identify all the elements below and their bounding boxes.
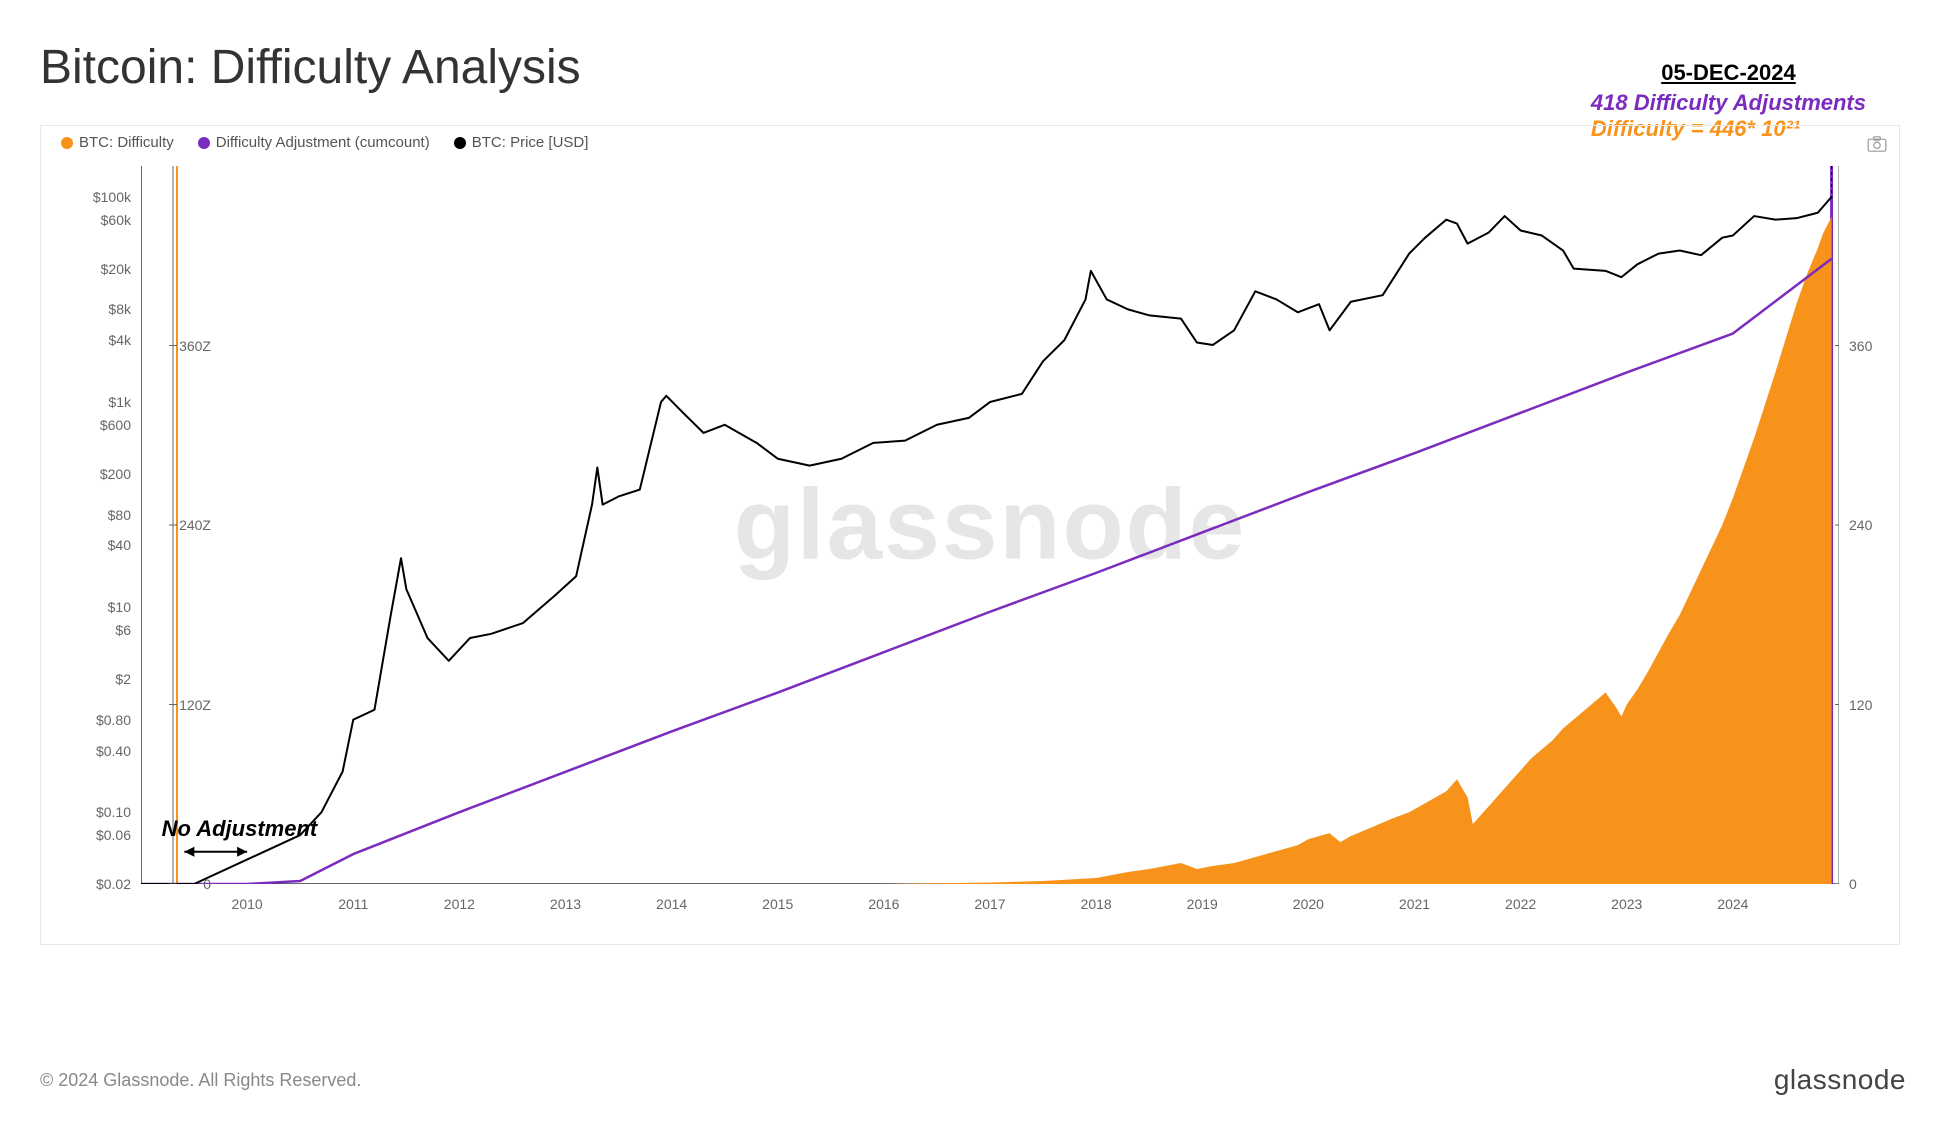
y-left-price-tick: $0.10	[96, 804, 131, 820]
plot-area[interactable]: glassnode 201020112012201320142015201620…	[141, 166, 1839, 884]
y-left-price-tick: $0.80	[96, 712, 131, 728]
x-tick-label: 2024	[1717, 896, 1748, 912]
y-left-price-tick: $40	[108, 537, 131, 553]
y-left-price-tick: $6	[115, 622, 131, 638]
chart-container: BTC: Difficulty Difficulty Adjustment (c…	[40, 125, 1900, 945]
y-left-price-tick: $80	[108, 507, 131, 523]
y-left-price-tick: $8k	[108, 301, 131, 317]
x-tick-label: 2018	[1081, 896, 1112, 912]
y-right-cumcount-tick: 0	[1849, 876, 1857, 892]
y-left-price-tick: $100k	[93, 189, 131, 205]
legend-item-cumcount[interactable]: Difficulty Adjustment (cumcount)	[198, 134, 430, 151]
legend-label: BTC: Difficulty	[79, 134, 174, 151]
legend-swatch-price	[454, 137, 466, 149]
x-tick-label: 2014	[656, 896, 687, 912]
y-left-price-tick: $60k	[101, 212, 131, 228]
legend-label: Difficulty Adjustment (cumcount)	[216, 134, 430, 151]
y-left-price-tick: $2	[115, 671, 131, 687]
legend-item-difficulty[interactable]: BTC: Difficulty	[61, 134, 174, 151]
x-tick-label: 2015	[762, 896, 793, 912]
x-tick-label: 2022	[1505, 896, 1536, 912]
x-tick-label: 2023	[1611, 896, 1642, 912]
brand-logo-text: glassnode	[1774, 1064, 1906, 1096]
y-left-price-tick: $1k	[108, 394, 131, 410]
y-left-price-tick: $10	[108, 599, 131, 615]
page-footer: © 2024 Glassnode. All Rights Reserved. g…	[40, 1064, 1906, 1096]
x-tick-label: 2012	[444, 896, 475, 912]
x-tick-label: 2017	[974, 896, 1005, 912]
y-right-cumcount-tick: 240	[1849, 517, 1872, 533]
page-root: Bitcoin: Difficulty Analysis 05-DEC-2024…	[0, 0, 1946, 1126]
legend-swatch-cumcount	[198, 137, 210, 149]
legend-swatch-difficulty	[61, 137, 73, 149]
no-adjustment-label: No Adjustment	[162, 816, 318, 842]
y-left-difficulty-tick: 240Z	[179, 517, 211, 533]
annotation-adjustments: 418 Difficulty Adjustments	[1591, 90, 1866, 116]
y-left-price-tick: $600	[100, 417, 131, 433]
y-left-difficulty-tick: 360Z	[179, 338, 211, 354]
chart-legend: BTC: Difficulty Difficulty Adjustment (c…	[61, 134, 588, 151]
y-right-cumcount-tick: 120	[1849, 697, 1872, 713]
y-left-price-tick: $200	[100, 466, 131, 482]
x-tick-label: 2016	[868, 896, 899, 912]
annotation-date: 05-DEC-2024	[1591, 60, 1866, 86]
legend-label: BTC: Price [USD]	[472, 134, 589, 151]
legend-item-price[interactable]: BTC: Price [USD]	[454, 134, 589, 151]
y-left-difficulty-tick: 120Z	[179, 697, 211, 713]
x-tick-label: 2020	[1293, 896, 1324, 912]
y-left-price-tick: $0.06	[96, 827, 131, 843]
y-left-price-tick: $0.02	[96, 876, 131, 892]
y-left-price-tick: $20k	[101, 261, 131, 277]
y-left-price-tick: $0.40	[96, 743, 131, 759]
y-left-difficulty-tick: 0	[203, 876, 211, 892]
x-tick-label: 2013	[550, 896, 581, 912]
y-right-cumcount-tick: 360	[1849, 338, 1872, 354]
copyright-text: © 2024 Glassnode. All Rights Reserved.	[40, 1070, 361, 1091]
x-tick-label: 2019	[1187, 896, 1218, 912]
x-tick-label: 2011	[338, 896, 368, 912]
y-left-price-tick: $4k	[108, 332, 131, 348]
x-tick-label: 2010	[232, 896, 263, 912]
x-tick-label: 2021	[1399, 896, 1430, 912]
screenshot-icon[interactable]	[1867, 136, 1887, 152]
